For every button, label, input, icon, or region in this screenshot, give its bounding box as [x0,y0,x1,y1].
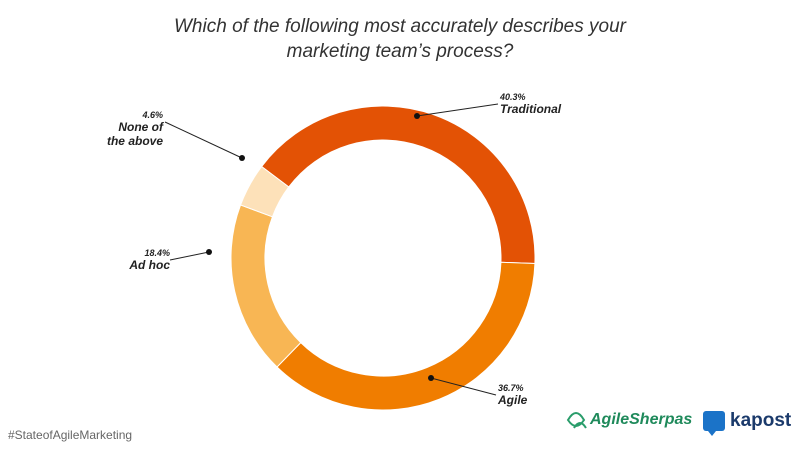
value-label: 36.7% [498,383,524,393]
kapost-icon [703,411,725,431]
value-label: 40.3% [500,92,526,102]
donut-slice [239,165,290,218]
logo-kapost: kapost [730,410,792,431]
category-label: None of the above [106,120,163,148]
category-label: Traditional [500,102,562,116]
slice-label: 40.3% Traditional [500,92,561,116]
leader-dot [414,113,420,119]
hashtag: #StateofAgileMarketing [8,428,133,442]
leader-line [416,103,499,117]
leader-dot [239,155,245,161]
kapost-icon-tail [708,431,716,436]
leader-dot [428,375,434,381]
leader-line [164,121,243,159]
value-label: 4.6% [142,110,163,120]
slice-label: 18.4% Ad hoc [40,248,170,272]
leader-line [169,251,210,261]
donut-slice [276,261,536,411]
category-label: Agile [498,393,528,407]
chart-title: Which of the following most accurately d… [174,16,626,62]
agilesherpas-icon [566,412,587,429]
logo-agilesherpas: AgileSherpas [590,411,693,428]
category-label: Ad hoc [129,258,170,272]
leader-line [430,377,497,396]
slice-label: 4.6% None of the above [103,110,163,148]
leader-dot [206,249,212,255]
donut-slice [260,105,536,265]
slice-label: 36.7% Agile [498,383,527,407]
donut-slice [230,204,302,368]
value-label: 18.4% [144,248,170,258]
